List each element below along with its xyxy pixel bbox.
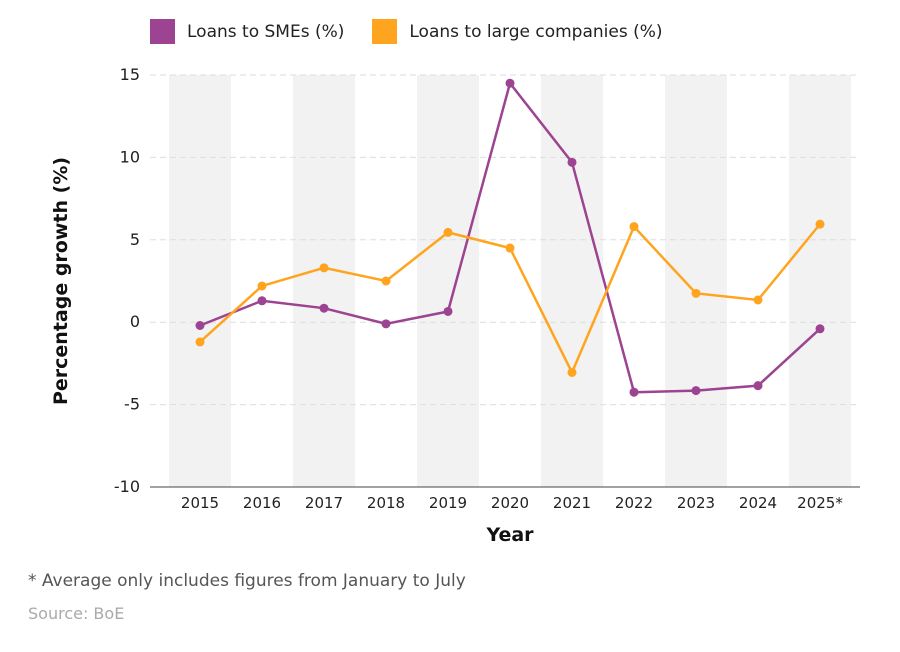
legend-label-large: Loans to large companies (%) <box>409 21 663 42</box>
data-point <box>567 157 577 167</box>
x-tick-label: 2016 <box>243 494 281 512</box>
x-tick-label: 2017 <box>305 494 343 512</box>
y-tick-label: -10 <box>114 477 140 496</box>
data-point <box>381 319 391 329</box>
data-point <box>815 219 825 229</box>
column-band <box>541 75 603 487</box>
column-band <box>665 75 727 487</box>
x-tick-label: 2025* <box>797 494 843 512</box>
chart: 2015 2016 2017 2018 2019 2020 2021 2022 2023 2024… <box>50 65 860 546</box>
data-point <box>691 386 701 396</box>
x-tick-label: 2023 <box>677 494 715 512</box>
data-point <box>691 288 701 298</box>
data-point <box>505 243 515 253</box>
y-axis-title: Percentage growth (%) <box>50 157 72 405</box>
data-point <box>753 381 763 391</box>
x-tick-label: 2022 <box>615 494 653 512</box>
x-tick-label: 2015 <box>181 494 219 512</box>
data-point <box>319 303 329 313</box>
column-band <box>169 75 231 487</box>
y-tick-label: 10 <box>120 147 140 166</box>
legend: Loans to SMEs (%) Loans to large compani… <box>150 19 663 44</box>
data-point <box>505 78 515 88</box>
legend-item-smes[interactable]: Loans to SMEs (%) <box>150 19 344 44</box>
column-band <box>293 75 355 487</box>
source: Source: BoE <box>28 604 125 623</box>
x-tick-label: 2024 <box>739 494 777 512</box>
data-point <box>319 263 329 273</box>
legend-item-large[interactable]: Loans to large companies (%) <box>372 19 663 44</box>
legend-label-smes: Loans to SMEs (%) <box>187 21 345 42</box>
data-point <box>443 306 453 316</box>
x-tick-label: 2020 <box>491 494 529 512</box>
data-point <box>195 320 205 330</box>
footnote: * Average only includes figures from Jan… <box>28 571 466 591</box>
y-tick-label: 0 <box>130 312 140 331</box>
data-point <box>443 227 453 237</box>
x-tick-label: 2021 <box>553 494 591 512</box>
column-band <box>417 75 479 487</box>
data-point <box>195 337 205 347</box>
y-tick-label: 15 <box>120 65 140 84</box>
data-point <box>257 281 267 291</box>
x-tick-label: 2019 <box>429 494 467 512</box>
x-tick-label: 2018 <box>367 494 405 512</box>
column-band <box>789 75 851 487</box>
legend-swatch-smes <box>150 19 175 44</box>
data-point <box>257 296 267 306</box>
x-axis-title: Year <box>485 524 534 546</box>
y-tick-label: 5 <box>130 230 140 249</box>
data-point <box>567 367 577 377</box>
y-tick-label: -5 <box>124 395 140 414</box>
data-point <box>381 276 391 286</box>
data-point <box>629 387 639 397</box>
data-point <box>815 324 825 334</box>
data-point <box>753 295 763 305</box>
legend-swatch-large <box>372 19 398 44</box>
data-point <box>629 222 639 232</box>
